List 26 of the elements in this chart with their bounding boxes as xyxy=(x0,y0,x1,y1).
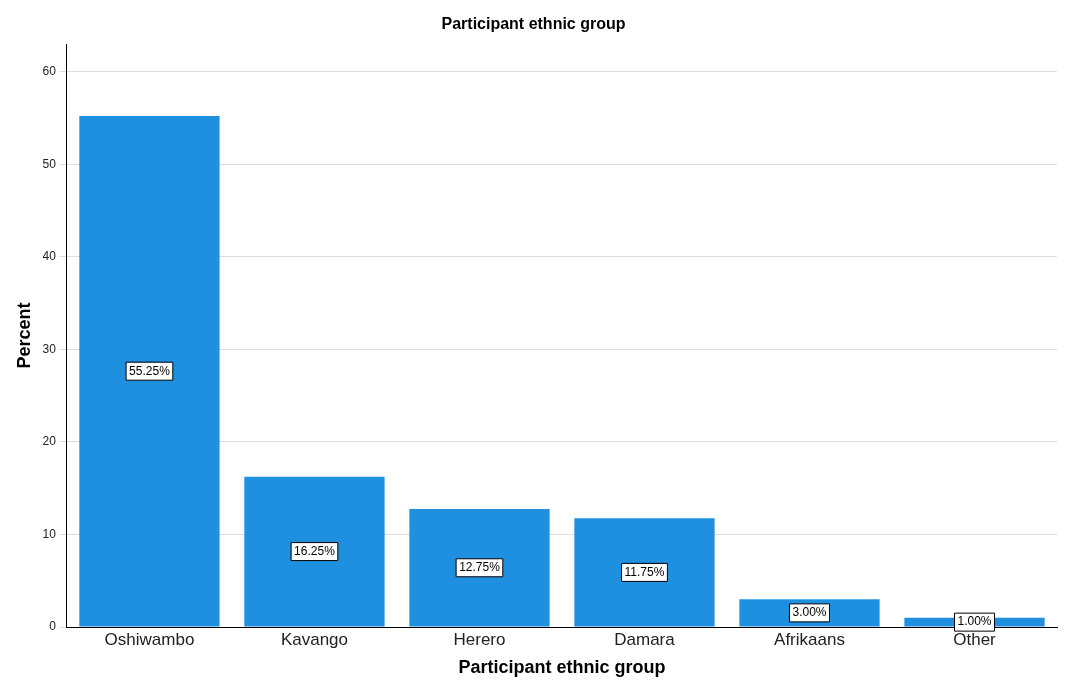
x-tick-label: Afrikaans xyxy=(774,629,845,649)
data-label: 12.75% xyxy=(459,560,501,575)
y-tick-label: 40 xyxy=(42,249,57,264)
data-label: 55.25% xyxy=(129,363,171,378)
y-tick-label: 10 xyxy=(42,526,57,541)
y-tick-label: 20 xyxy=(42,434,57,449)
x-tick-label: Damara xyxy=(614,629,676,649)
chart-title: Participant ethnic group xyxy=(441,15,626,33)
x-tick-label: Kavango xyxy=(280,629,349,649)
y-tick-label: 50 xyxy=(42,156,57,171)
data-label: 11.75% xyxy=(624,564,665,579)
bar xyxy=(574,518,715,627)
x-tick-label: Oshiwambo xyxy=(104,629,195,649)
data-label: 16.25% xyxy=(294,543,336,558)
x-tick-label: Other xyxy=(953,629,997,649)
bar xyxy=(409,509,550,627)
y-tick-label: 0 xyxy=(49,619,57,634)
x-axis-title: Participant ethnic group xyxy=(458,657,666,678)
x-tick-label: Herero xyxy=(453,629,506,649)
bar xyxy=(79,115,220,627)
y-axis-title: Percent xyxy=(13,302,34,369)
y-tick-label: 30 xyxy=(42,341,57,356)
bar xyxy=(244,476,385,627)
data-label: 1.00% xyxy=(957,614,992,629)
data-label: 3.00% xyxy=(792,605,827,620)
y-tick-label: 60 xyxy=(42,64,57,79)
